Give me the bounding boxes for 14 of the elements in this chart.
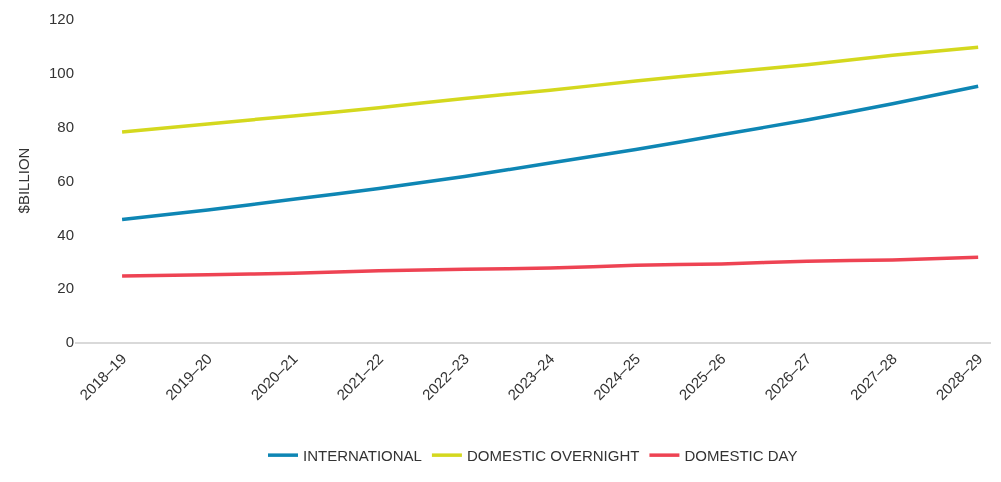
- line-series: [120, 84, 980, 222]
- y-axis-title: $BILLION: [15, 147, 33, 214]
- y-tick-label: 120: [48, 10, 74, 28]
- y-tick-label: 20: [57, 279, 74, 297]
- y-tick-label: 60: [57, 171, 74, 189]
- line-series: [120, 45, 980, 134]
- y-tick-label: 100: [48, 64, 74, 82]
- y-tick-label: 40: [57, 225, 74, 243]
- y-tick-label: 80: [57, 117, 74, 135]
- legend-label: DOMESTIC OVERNIGHT: [466, 447, 640, 464]
- legend-label: INTERNATIONAL: [303, 447, 422, 464]
- legend-label: DOMESTIC DAY: [684, 447, 798, 464]
- y-tick-label: 0: [65, 333, 74, 351]
- line-series: [120, 255, 980, 278]
